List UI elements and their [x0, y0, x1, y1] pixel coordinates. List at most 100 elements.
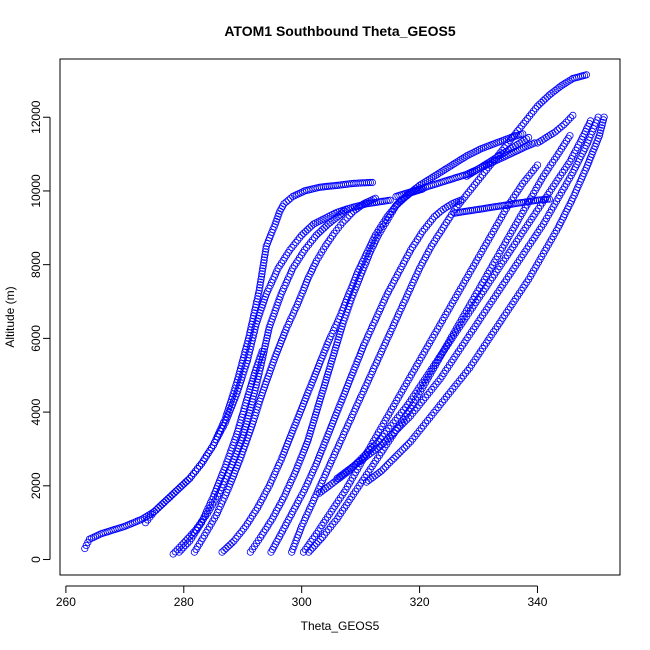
data-point [248, 317, 256, 326]
data-point [243, 340, 251, 348]
data-points [81, 71, 608, 558]
data-point [429, 173, 437, 181]
data-point [562, 118, 570, 126]
data-point [514, 127, 522, 135]
data-point [234, 387, 242, 395]
data-point [258, 270, 266, 278]
data-point [599, 118, 607, 127]
data-point [324, 370, 332, 379]
data-point [431, 172, 439, 180]
data-point [320, 381, 329, 389]
data-point [398, 196, 406, 204]
data-point [411, 406, 419, 415]
data-point [239, 407, 247, 416]
data-point [398, 446, 406, 454]
data-point [312, 231, 320, 239]
data-point [599, 116, 608, 124]
data-point [162, 496, 170, 505]
data-point [237, 376, 245, 384]
data-point [305, 432, 313, 440]
data-point [404, 440, 413, 448]
data-point [496, 151, 504, 159]
data-point [375, 443, 383, 451]
data-point [409, 435, 417, 443]
data-point [518, 122, 526, 130]
data-point [317, 183, 325, 191]
data-point [436, 401, 444, 409]
data-point [597, 124, 606, 132]
data-point [282, 198, 290, 206]
data-point [249, 314, 257, 323]
x-tick-label: 340 [527, 595, 547, 609]
data-point [249, 374, 257, 383]
data-point [308, 421, 316, 430]
data-point [430, 408, 438, 417]
data-point [421, 178, 430, 186]
data-point [308, 544, 317, 552]
data-point [256, 284, 264, 292]
data-point [322, 376, 330, 384]
data-point [265, 326, 273, 334]
data-point [539, 97, 548, 105]
data-point [248, 377, 256, 385]
data-point [457, 374, 465, 382]
data-point [261, 250, 269, 259]
data-point [324, 525, 333, 534]
y-axis-label: Altitude (m) [3, 286, 17, 347]
data-point [243, 359, 251, 367]
data-point [305, 224, 314, 232]
data-point [226, 541, 234, 549]
y-tick-label: 6000 [29, 325, 43, 352]
data-point [247, 323, 255, 331]
data-point [280, 200, 288, 208]
data-point [332, 344, 340, 352]
data-point [415, 401, 423, 409]
data-point [243, 396, 251, 404]
data-point [220, 546, 228, 554]
data-point [316, 395, 324, 403]
data-point [258, 347, 266, 355]
data-point [435, 209, 443, 217]
data-point [286, 246, 294, 254]
data-point [422, 223, 431, 231]
data-point [340, 207, 348, 215]
data-point [430, 383, 438, 391]
data-point [423, 391, 432, 399]
data-point [303, 437, 312, 446]
data-point [446, 201, 454, 209]
data-point [369, 473, 377, 481]
data-point [320, 224, 328, 232]
data-point [333, 338, 341, 346]
y-tick-label: 10000 [29, 174, 43, 208]
data-point [253, 298, 261, 306]
data-point [240, 525, 248, 533]
data-point [472, 166, 481, 174]
data-point [561, 79, 569, 88]
data-point [459, 154, 467, 162]
data-point [508, 134, 516, 142]
x-tick-label: 300 [292, 595, 312, 609]
data-point [224, 542, 232, 551]
data-point [392, 426, 400, 435]
data-point [367, 475, 375, 483]
data-point [178, 482, 186, 490]
data-point [533, 161, 542, 169]
data-point [218, 548, 226, 556]
data-point [504, 139, 512, 147]
data-point [258, 267, 266, 275]
data-point [245, 351, 253, 359]
data-point [314, 403, 322, 411]
data-point [394, 200, 402, 208]
data-point [494, 152, 502, 161]
data-point [245, 388, 253, 396]
data-point [296, 234, 304, 242]
data-point [322, 528, 331, 536]
data-point [393, 414, 401, 422]
data-point [322, 222, 330, 230]
data-point [381, 463, 390, 471]
data-point [423, 416, 432, 425]
data-point [373, 470, 381, 478]
data-point [377, 467, 385, 475]
data-point [260, 256, 268, 264]
data-point [541, 195, 549, 203]
